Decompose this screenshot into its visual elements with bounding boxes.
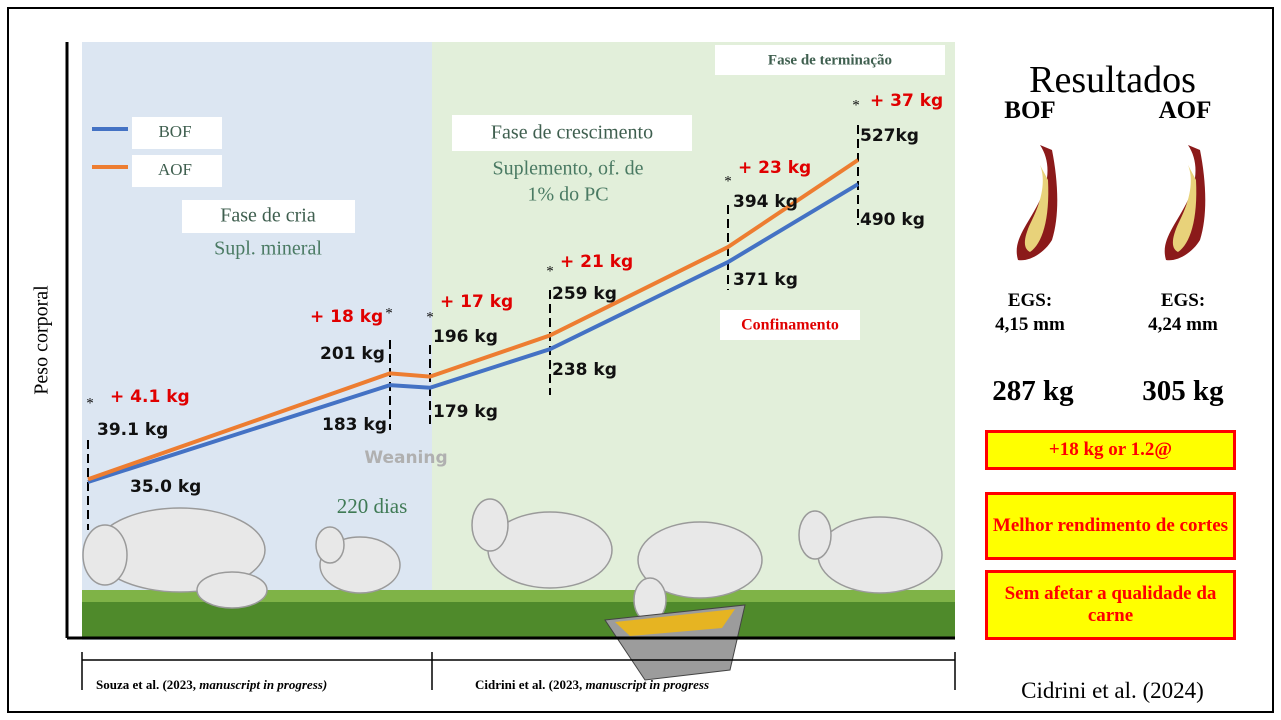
legend-label: BOF	[158, 122, 191, 141]
value-label: 39.1 kg	[97, 420, 168, 440]
value-label: 238 kg	[552, 360, 617, 380]
reference-italic: manuscript in progress)	[199, 677, 327, 692]
gain-marker: *	[86, 395, 94, 411]
value-label: 35.0 kg	[130, 477, 201, 497]
gain-marker: *	[852, 97, 860, 113]
reference-text: Souza et al. (2023,	[96, 677, 199, 692]
legend-label: AOF	[158, 160, 192, 179]
egs-label: EGS:	[1138, 290, 1228, 312]
phase-note: Supl. mineral	[214, 238, 322, 260]
result-box: +18 kg or 1.2@	[985, 430, 1236, 470]
gain-label: + 17 kg	[440, 292, 513, 312]
gain-label: + 23 kg	[738, 158, 811, 178]
value-label: 179 kg	[433, 402, 498, 422]
phase-label: Fase de crescimento	[491, 122, 653, 144]
egs-label: EGS:	[985, 290, 1075, 312]
phase-note: Suplemento, of. de	[492, 158, 643, 180]
group-name: AOF	[1145, 97, 1225, 125]
group-name: BOF	[990, 97, 1070, 125]
egs-value: 4,24 mm	[1138, 314, 1228, 336]
y-axis-label: Peso corporal	[31, 285, 53, 395]
weight-value: 305 kg	[1128, 375, 1238, 408]
reference-text: Cidrini et al. (2023,	[475, 677, 586, 692]
egs-value: 4,15 mm	[985, 314, 1075, 336]
result-box: Sem afetar a qualidade da carne	[985, 570, 1236, 640]
value-label: 394 kg	[733, 192, 798, 212]
phase-label: Fase de terminação	[768, 52, 892, 68]
value-label: 259 kg	[552, 284, 617, 304]
reference: Cidrini et al. (2023, manuscript in prog…	[475, 677, 709, 692]
value-label: 183 kg	[322, 415, 387, 435]
reference-italic: manuscript in progress	[586, 677, 710, 692]
value-label: 490 kg	[860, 210, 925, 230]
value-label: 201 kg	[320, 344, 385, 364]
gain-marker: *	[385, 305, 393, 321]
phase-note: 1% do PC	[527, 184, 608, 206]
gain-label: + 21 kg	[560, 252, 633, 272]
days-label: 220 dias	[337, 494, 408, 518]
page: Peso corporal Fase de cria Supl. mineral…	[0, 0, 1281, 720]
confinement-label: Confinamento	[741, 317, 839, 334]
weaning-label: Weaning	[364, 448, 447, 468]
phase-label: Fase de cria	[220, 205, 316, 227]
gain-label: + 18 kg	[310, 307, 383, 327]
gain-label: + 4.1 kg	[110, 387, 190, 407]
meat-cuts	[1017, 145, 1206, 260]
gain-marker: *	[724, 173, 732, 189]
gain-marker: *	[546, 263, 554, 279]
value-label: 196 kg	[433, 327, 498, 347]
citation: Cidrini et al. (2024)	[985, 678, 1240, 704]
results-title: Resultados	[985, 58, 1240, 102]
weight-value: 287 kg	[978, 375, 1088, 408]
value-label: 371 kg	[733, 270, 798, 290]
reference: Souza et al. (2023, manuscript in progre…	[96, 677, 327, 692]
result-box: Melhor rendimento de cortes	[985, 492, 1236, 560]
gain-label: + 37 kg	[870, 91, 943, 111]
value-label: 527kg	[860, 126, 919, 146]
gain-marker: *	[426, 309, 434, 325]
